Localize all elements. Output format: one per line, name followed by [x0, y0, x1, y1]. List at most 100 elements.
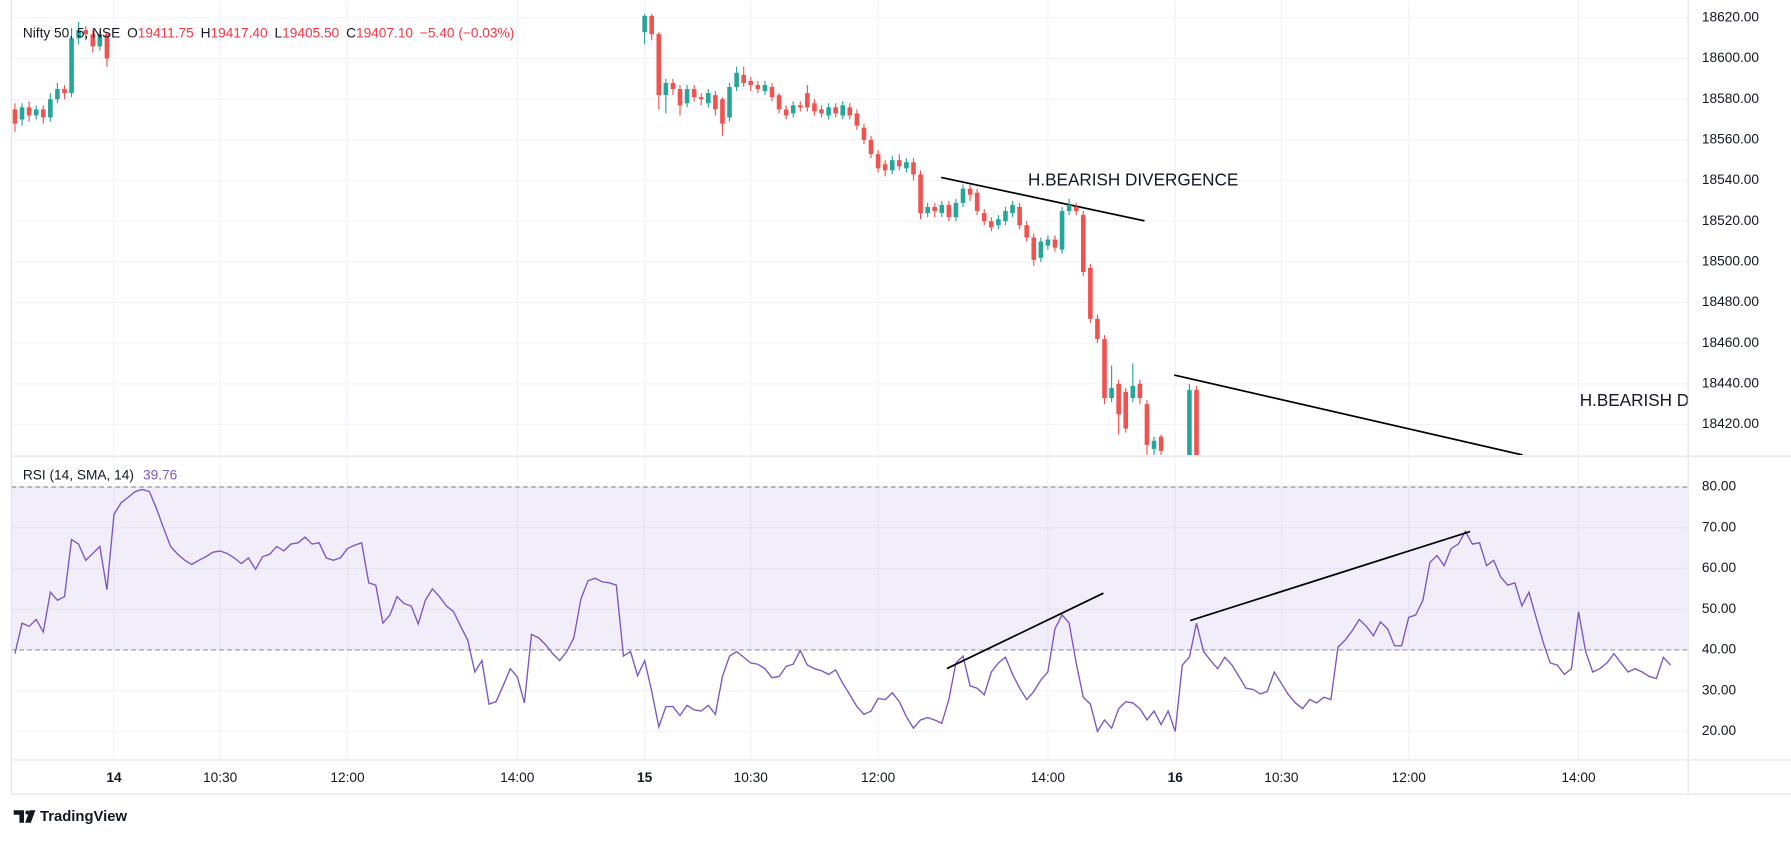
candle-body — [748, 80, 754, 85]
candle-body — [1137, 383, 1143, 399]
candle-body — [953, 202, 959, 218]
brand-name: TradingView — [40, 809, 128, 825]
candle-body — [1116, 383, 1121, 415]
y-tick-label: 70.00 — [1702, 519, 1737, 534]
candle-body — [33, 109, 39, 116]
candle-body — [69, 38, 74, 94]
candle-body — [989, 221, 994, 228]
y-tick-label: 50.00 — [1702, 601, 1737, 616]
candle-body — [1038, 241, 1044, 258]
candle-body — [677, 89, 683, 106]
candle-body — [663, 82, 669, 96]
candle-body — [946, 204, 952, 218]
candle-body — [1194, 389, 1199, 455]
x-tick-label: 14:00 — [1031, 770, 1066, 785]
candle-body — [868, 139, 874, 155]
candle-body — [1109, 387, 1114, 399]
candle-body — [727, 87, 732, 118]
candle-body — [706, 93, 711, 104]
candle-body — [713, 95, 718, 110]
brand[interactable]: TradingView — [13, 809, 128, 825]
candle-body — [797, 105, 803, 108]
candle-body — [62, 89, 67, 94]
candle-body — [847, 107, 853, 116]
y-tick-label: 18480.00 — [1702, 294, 1759, 309]
candle-body — [904, 162, 909, 169]
candle-body — [918, 174, 923, 214]
candle-body — [1052, 239, 1058, 248]
candle-body — [762, 84, 768, 92]
y-tick-label: 18420.00 — [1702, 416, 1759, 431]
candle-body — [684, 89, 690, 104]
candle-body — [48, 99, 53, 118]
candle-body — [40, 109, 46, 118]
y-tick-label: 18440.00 — [1702, 375, 1759, 390]
candle-body — [691, 89, 697, 98]
candle-body — [840, 105, 846, 116]
candle-body — [83, 30, 89, 35]
band-layer — [11, 486, 1689, 651]
candle-body — [26, 107, 32, 116]
candle-body — [720, 99, 725, 124]
candle-body — [642, 15, 647, 33]
trend-line[interactable] — [946, 592, 1104, 670]
candle-body — [55, 89, 60, 100]
candle-body — [769, 87, 775, 98]
legend-value: 19405.50 — [282, 25, 339, 40]
candle-body — [698, 97, 704, 100]
y-tick-label: 18460.00 — [1702, 335, 1759, 350]
candle-body — [1123, 391, 1129, 429]
rsi-line — [14, 488, 1672, 734]
y-tick-label: 40.00 — [1702, 642, 1737, 657]
y-tick-label: 18600.00 — [1702, 50, 1759, 65]
x-tick-label: 12:00 — [1392, 770, 1427, 785]
candle-body — [939, 204, 945, 214]
annotation[interactable]: H.BEARISH D — [1580, 390, 1689, 410]
x-tick-label: 12:00 — [861, 770, 896, 785]
y-tick-label: 18500.00 — [1702, 253, 1759, 268]
legend: Nifty 50, 5, NSE O19411.75 H19417.40 L19405… — [23, 25, 514, 482]
trend-line[interactable] — [941, 176, 1145, 222]
rsi-legend: RSI (14, SMA, 14) 39.76 — [23, 467, 178, 482]
candle-body — [833, 107, 838, 114]
candle-body — [783, 109, 789, 116]
candle-body — [734, 72, 739, 88]
change: −5.40 (−0.03%) — [420, 25, 514, 40]
y-tick-label: 30.00 — [1702, 682, 1737, 697]
candle-body — [1130, 385, 1136, 399]
legend-key: O — [127, 25, 138, 40]
candle-body — [826, 107, 831, 116]
candle-body — [1017, 206, 1022, 226]
candle-body — [861, 127, 867, 140]
candle-body — [897, 160, 902, 167]
legend-key: C — [346, 25, 356, 40]
candle-body — [1102, 339, 1107, 399]
y-tick-label: 18520.00 — [1702, 213, 1759, 228]
candle-body — [1024, 225, 1029, 238]
annotation[interactable]: H.BEARISH DIVERGENCE — [1028, 169, 1238, 189]
candle-body — [755, 84, 761, 90]
candle-body — [819, 109, 824, 114]
rsi-band — [11, 487, 1689, 650]
symbol-title[interactable]: Nifty 50, 5, NSE — [23, 25, 120, 40]
candle-body — [19, 107, 25, 120]
trend-line[interactable] — [1189, 530, 1471, 622]
candle-body — [1066, 204, 1072, 212]
candle-body — [960, 188, 966, 203]
candle-body — [656, 34, 662, 96]
candle-body — [1059, 211, 1065, 250]
candle-body — [1010, 204, 1015, 214]
candle-body — [1080, 215, 1086, 273]
rsi-label[interactable]: RSI (14, SMA, 14) — [23, 467, 134, 482]
x-tick-label: 10:30 — [734, 770, 769, 785]
candle-body — [911, 162, 916, 175]
y-tick-label: 20.00 — [1702, 723, 1737, 738]
candle-body — [90, 34, 96, 47]
candle-body — [805, 93, 810, 108]
price-pane: H.BEARISH DIVERGENCE H.BEARISH D — [12, 13, 1689, 455]
trend-line[interactable] — [1174, 374, 1523, 455]
y-tick-label: 18540.00 — [1702, 172, 1759, 187]
candle-body — [889, 160, 895, 171]
candle-body — [76, 30, 81, 39]
